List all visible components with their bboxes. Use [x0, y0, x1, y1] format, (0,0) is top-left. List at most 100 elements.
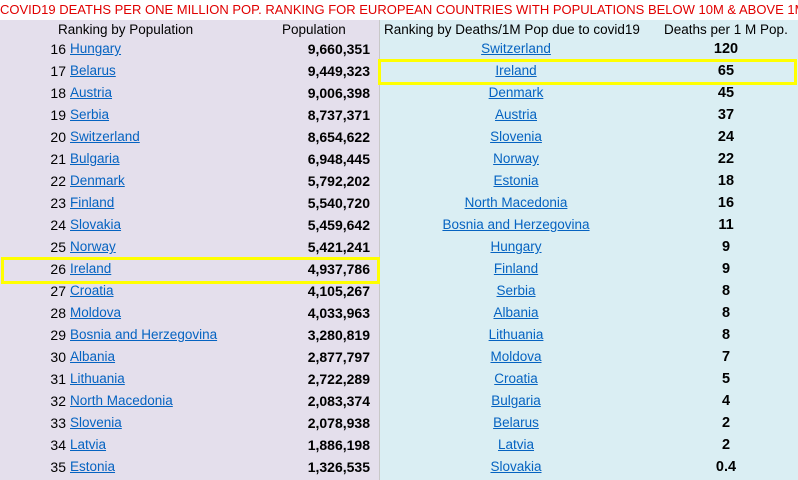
table-row: 27 Croatia 4,105,267 Serbia 8 [0, 280, 798, 302]
death-ranking-country-link[interactable]: Austria [494, 107, 538, 122]
death-ranking-country-link[interactable]: Moldova [490, 349, 542, 364]
country-link[interactable]: North Macedonia [70, 393, 173, 408]
population-value: 2,078,938 [307, 415, 370, 431]
rank-cell: 26 [50, 261, 66, 277]
deaths-value: 8 [721, 283, 731, 299]
country-link[interactable]: Switzerland [70, 129, 140, 144]
death-ranking-country-link[interactable]: Albania [493, 305, 539, 320]
rank-cell: 20 [50, 129, 66, 145]
population-value: 2,722,289 [307, 371, 370, 387]
rank-cell: 19 [50, 107, 66, 123]
table-row: 23 Finland 5,540,720 North Macedonia 16 [0, 192, 798, 214]
death-ranking-country-link[interactable]: Latvia [497, 437, 535, 452]
rank-cell: 27 [50, 283, 66, 299]
highlight-ireland-population [1, 257, 380, 284]
death-ranking-country-link[interactable]: Ireland [495, 63, 537, 78]
population-value: 1,886,198 [307, 437, 370, 453]
death-ranking-country-link[interactable]: Croatia [494, 371, 538, 386]
population-value: 5,459,642 [307, 217, 370, 233]
population-value: 4,105,267 [307, 283, 370, 299]
population-value: 9,660,351 [307, 41, 370, 57]
country-link[interactable]: Latvia [70, 437, 107, 452]
population-value: 5,792,202 [307, 173, 370, 189]
table-row: 34 Latvia 1,886,198 Latvia 2 [0, 434, 798, 456]
rank-cell: 30 [50, 349, 66, 365]
country-link[interactable]: Slovenia [70, 415, 122, 430]
header-deaths-per-million: Deaths per 1 M Pop. [664, 22, 788, 37]
table-row: 25 Norway 5,421,241 Hungary 9 [0, 236, 798, 258]
table-row: 33 Slovenia 2,078,938 Belarus 2 [0, 412, 798, 434]
country-link[interactable]: Belarus [70, 63, 116, 78]
table-row: 31 Lithuania 2,722,289 Croatia 5 [0, 368, 798, 390]
population-value: 9,006,398 [307, 85, 370, 101]
death-ranking-country-link[interactable]: Finland [493, 261, 539, 276]
table-row: 35 Estonia 1,326,535 Slovakia 0.4 [0, 456, 798, 478]
population-value: 3,280,819 [307, 327, 370, 343]
population-value: 5,540,720 [307, 195, 370, 211]
rank-cell: 17 [50, 63, 66, 79]
deaths-value: 7 [721, 349, 731, 365]
country-link[interactable]: Moldova [70, 305, 122, 320]
death-ranking-country-link[interactable]: Lithuania [488, 327, 544, 342]
table-row: 30 Albania 2,877,797 Moldova 7 [0, 346, 798, 368]
death-ranking-country-link[interactable]: North Macedonia [464, 195, 568, 210]
rank-cell: 25 [50, 239, 66, 255]
rank-cell: 34 [50, 437, 66, 453]
country-link[interactable]: Ireland [70, 261, 112, 276]
country-link[interactable]: Serbia [70, 107, 110, 122]
deaths-value: 9 [721, 261, 731, 277]
rank-cell: 35 [50, 459, 66, 475]
death-ranking-country-link[interactable]: Bosnia and Herzegovina [442, 217, 590, 232]
death-ranking-country-link[interactable]: Belarus [493, 415, 539, 430]
country-link[interactable]: Bosnia and Herzegovina [70, 327, 218, 342]
page-title: COVID19 DEATHS PER ONE MILLION POP. RANK… [0, 2, 798, 17]
deaths-value: 16 [717, 195, 735, 211]
country-link[interactable]: Finland [70, 195, 115, 210]
rank-cell: 28 [50, 305, 66, 321]
death-ranking-country-link[interactable]: Hungary [490, 239, 542, 254]
deaths-value: 18 [717, 173, 735, 189]
population-column-background [0, 20, 380, 480]
table-row: 19 Serbia 8,737,371 Austria 37 [0, 104, 798, 126]
country-link[interactable]: Bulgaria [70, 151, 120, 166]
table-row: 32 North Macedonia 2,083,374 Bulgaria 4 [0, 390, 798, 412]
deaths-value: 22 [717, 151, 735, 167]
death-ranking-country-link[interactable]: Bulgaria [491, 393, 541, 408]
deaths-value: 120 [713, 41, 739, 57]
rank-cell: 24 [50, 217, 66, 233]
death-ranking-country-link[interactable]: Slovenia [490, 129, 542, 144]
table-row: 17 Belarus 9,449,323 Ireland 65 [0, 60, 798, 82]
death-ranking-country-link[interactable]: Norway [493, 151, 539, 166]
country-link[interactable]: Hungary [70, 41, 122, 56]
rank-cell: 32 [50, 393, 66, 409]
country-link[interactable]: Norway [70, 239, 116, 254]
population-value: 4,937,786 [307, 261, 370, 277]
country-link[interactable]: Croatia [70, 283, 114, 298]
death-ranking-country-link[interactable]: Serbia [496, 283, 536, 298]
country-link[interactable]: Albania [70, 349, 116, 364]
country-link[interactable]: Slovakia [70, 217, 122, 232]
country-link[interactable]: Lithuania [70, 371, 125, 386]
death-ranking-country-link[interactable]: Denmark [488, 85, 544, 100]
table-row: 26 Ireland 4,937,786 Finland 9 [0, 258, 798, 280]
rank-cell: 18 [50, 85, 66, 101]
country-link[interactable]: Estonia [70, 459, 116, 474]
rank-cell: 23 [50, 195, 66, 211]
death-ranking-country-link[interactable]: Switzerland [481, 41, 551, 56]
table-row: 16 Hungary 9,660,351 Switzerland 120 [0, 38, 798, 60]
deaths-value: 45 [717, 85, 735, 101]
header-ranking-deaths: Ranking by Deaths/1M Pop due to covid19 [384, 22, 640, 37]
rank-cell: 31 [50, 371, 66, 387]
population-value: 9,449,323 [307, 63, 370, 79]
population-value: 4,033,963 [307, 305, 370, 321]
column-divider [379, 20, 380, 480]
rank-cell: 33 [50, 415, 66, 431]
deaths-value: 9 [721, 239, 731, 255]
death-ranking-country-link[interactable]: Slovakia [490, 459, 542, 474]
deaths-value: 2 [721, 415, 731, 431]
death-ranking-country-link[interactable]: Estonia [493, 173, 539, 188]
country-link[interactable]: Austria [70, 85, 113, 100]
country-link[interactable]: Denmark [70, 173, 125, 188]
table-row: 22 Denmark 5,792,202 Estonia 18 [0, 170, 798, 192]
population-value: 2,083,374 [307, 393, 370, 409]
